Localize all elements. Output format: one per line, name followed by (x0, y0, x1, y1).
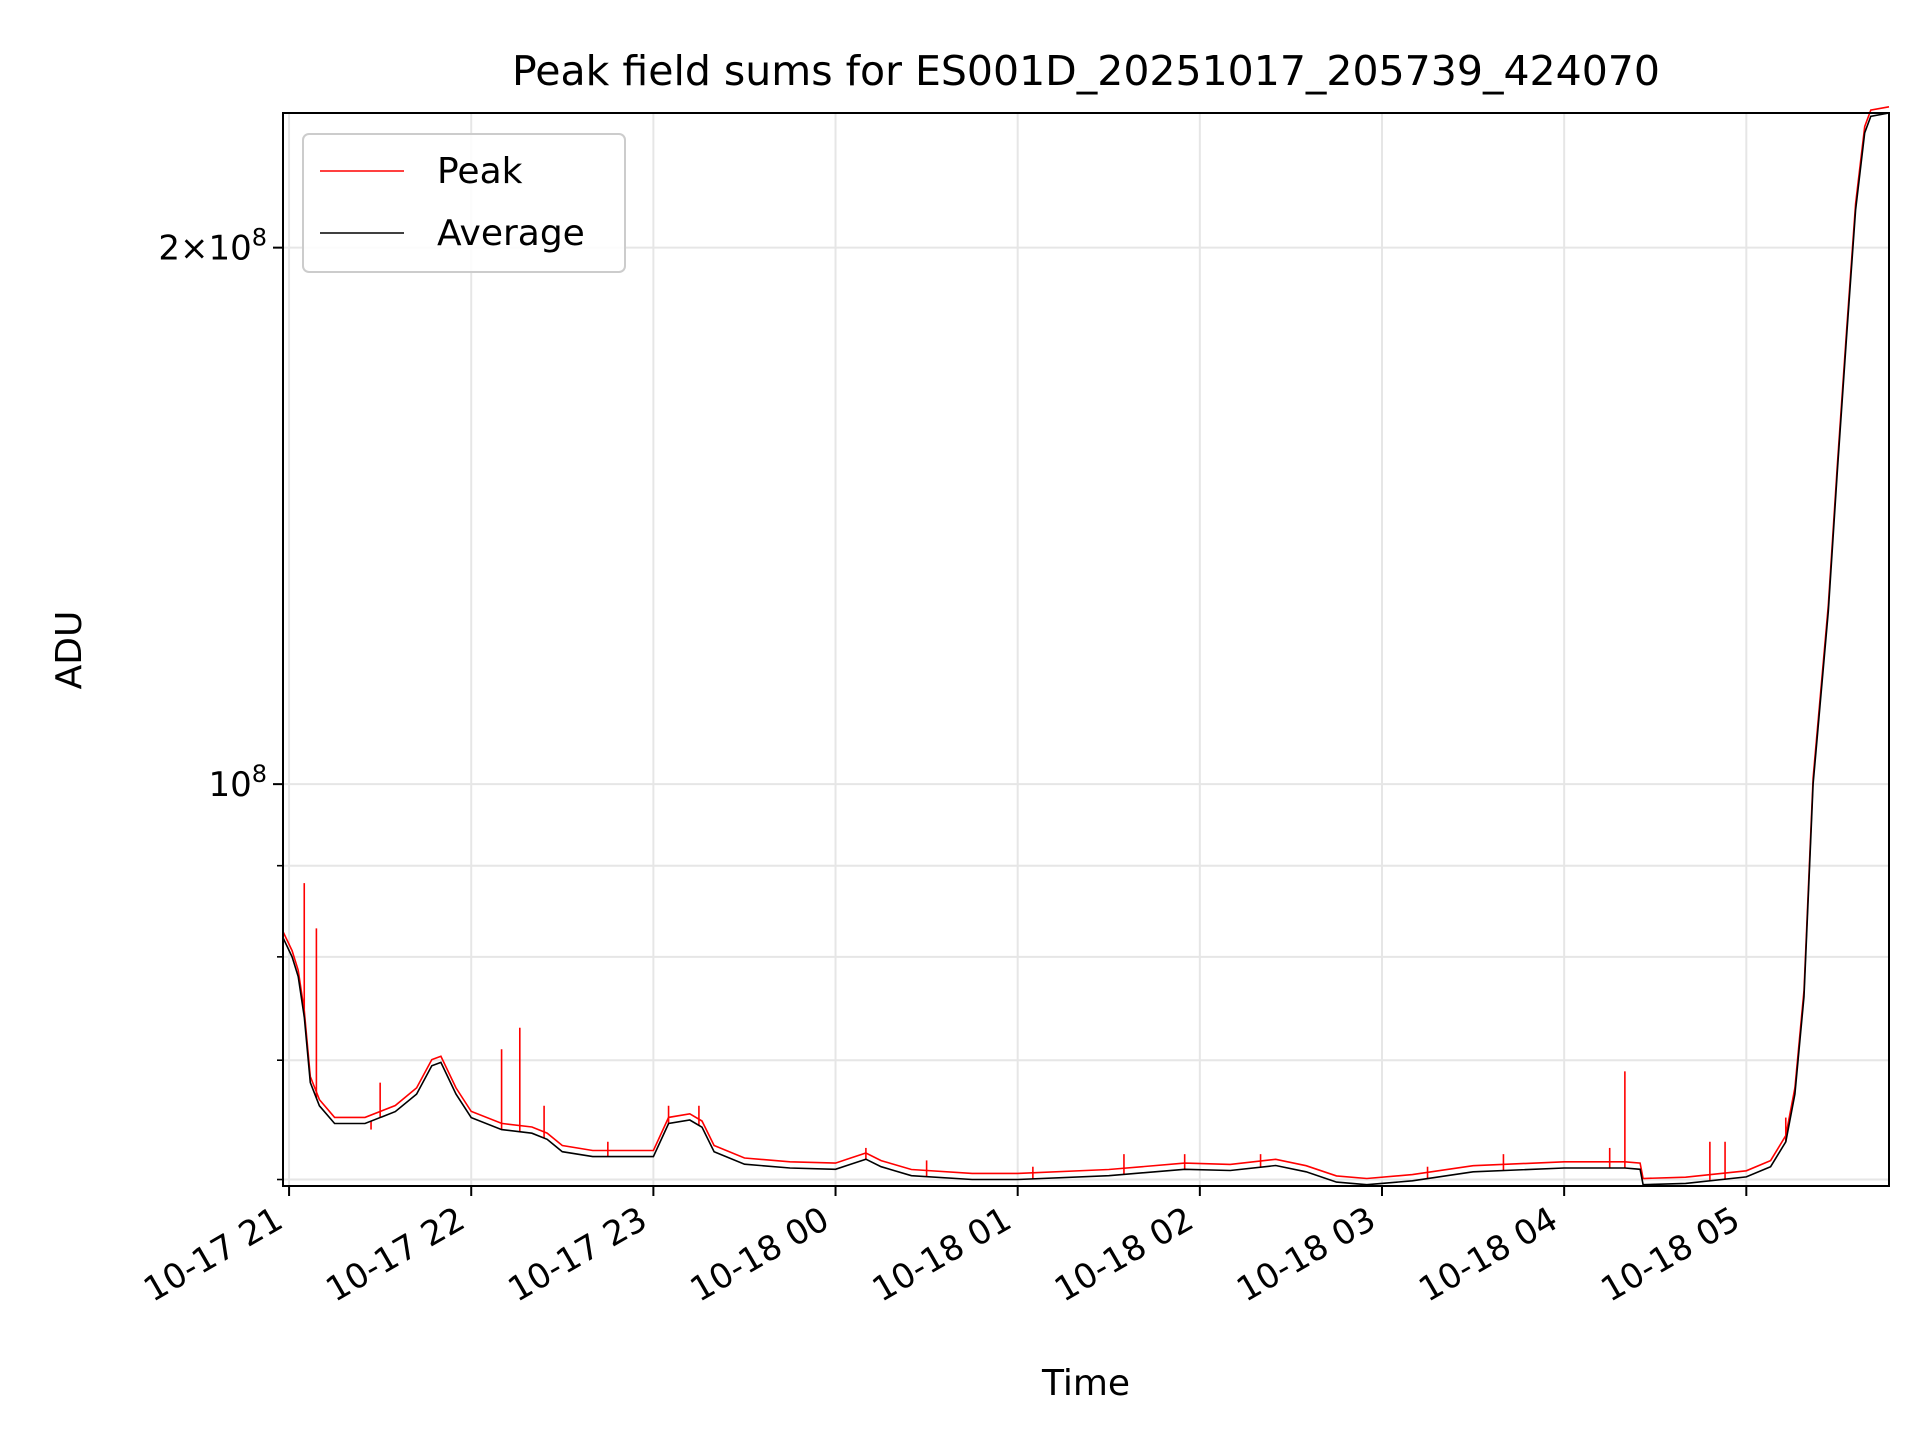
average-series-line (282, 112, 1890, 1186)
legend-label-average: Average (437, 213, 585, 254)
x-axis-label: Time (1041, 1363, 1130, 1404)
chart-title: Peak field sums for ES001D_20251017_2057… (512, 47, 1660, 95)
plot-frame (282, 112, 1890, 1187)
legend-label-peak: Peak (437, 151, 523, 192)
series-layer (282, 106, 1890, 1186)
legend: Peak Average (302, 133, 626, 273)
peak-series-line (282, 106, 1890, 1180)
y-axis-label: ADU (49, 611, 90, 690)
y-tick-label: 108 (208, 760, 267, 805)
y-tick-label: 2×108 (158, 224, 267, 269)
grid-lines (283, 113, 1889, 1186)
legend-box (302, 133, 626, 273)
